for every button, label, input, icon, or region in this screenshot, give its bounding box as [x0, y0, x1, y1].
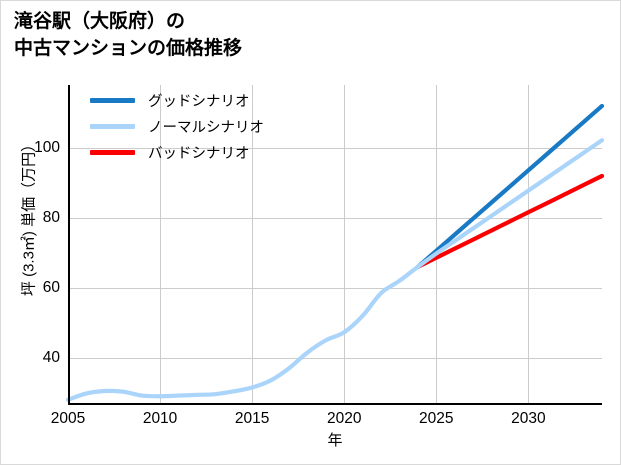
- legend-item[interactable]: ノーマルシナリオ: [90, 118, 264, 136]
- legend-color-swatch: [90, 150, 135, 155]
- legend-item[interactable]: バッドシナリオ: [90, 144, 264, 162]
- y-axis-tick-label: 60: [42, 278, 60, 296]
- series-line: [415, 103, 605, 269]
- y-axis-tick-label: 40: [42, 348, 60, 366]
- x-axis-title: 年: [327, 432, 343, 449]
- legend-item-label: ノーマルシナリオ: [148, 120, 264, 136]
- x-axis-tick-label: 2030: [511, 410, 546, 427]
- legend-item[interactable]: グッドシナリオ: [90, 92, 264, 110]
- legend-item-label: バッドシナリオ: [148, 146, 250, 162]
- series-lines: [65, 103, 605, 402]
- x-axis-tick-label: 2020: [326, 410, 362, 427]
- x-axis-tick-label: 2015: [234, 410, 270, 427]
- gridline-horizontal: [68, 287, 602, 289]
- gridline-horizontal: [68, 217, 602, 219]
- y-axis-title: 坪 (3.3㎡) 単価（万円）: [20, 136, 38, 297]
- x-axis-tick-label: 2010: [142, 410, 178, 427]
- gridline-horizontal: [68, 357, 602, 359]
- gridline-vertical: [160, 85, 162, 405]
- gridline-vertical: [528, 85, 530, 405]
- legend-color-swatch: [90, 98, 135, 103]
- x-axis-tick-label: 2025: [419, 410, 454, 427]
- x-axis-tick-label: 2005: [50, 410, 86, 427]
- gridline-horizontal: [68, 147, 602, 149]
- y-axis-tick-labels: 40 60 80 100: [1, 85, 60, 405]
- gridline-vertical: [344, 85, 346, 405]
- legend-color-swatch: [90, 124, 135, 129]
- legend-item-label: グッドシナリオ: [148, 94, 250, 110]
- x-axis-tick-labels: 2005 2010 2015 2020 2025 2030: [51, 410, 602, 432]
- gridline-vertical: [436, 85, 438, 405]
- gridline-vertical: [252, 85, 254, 405]
- chart-legend: グッドシナリオ ノーマルシナリオ バッドシナリオ: [90, 92, 264, 162]
- series-line: [415, 173, 605, 269]
- y-axis-tick-label: 80: [42, 208, 60, 226]
- y-axis-tick-label: 100: [34, 138, 60, 156]
- series-line: [65, 138, 605, 402]
- chart-title: 滝谷駅（大阪府）の 中古マンションの価格推移: [14, 11, 243, 59]
